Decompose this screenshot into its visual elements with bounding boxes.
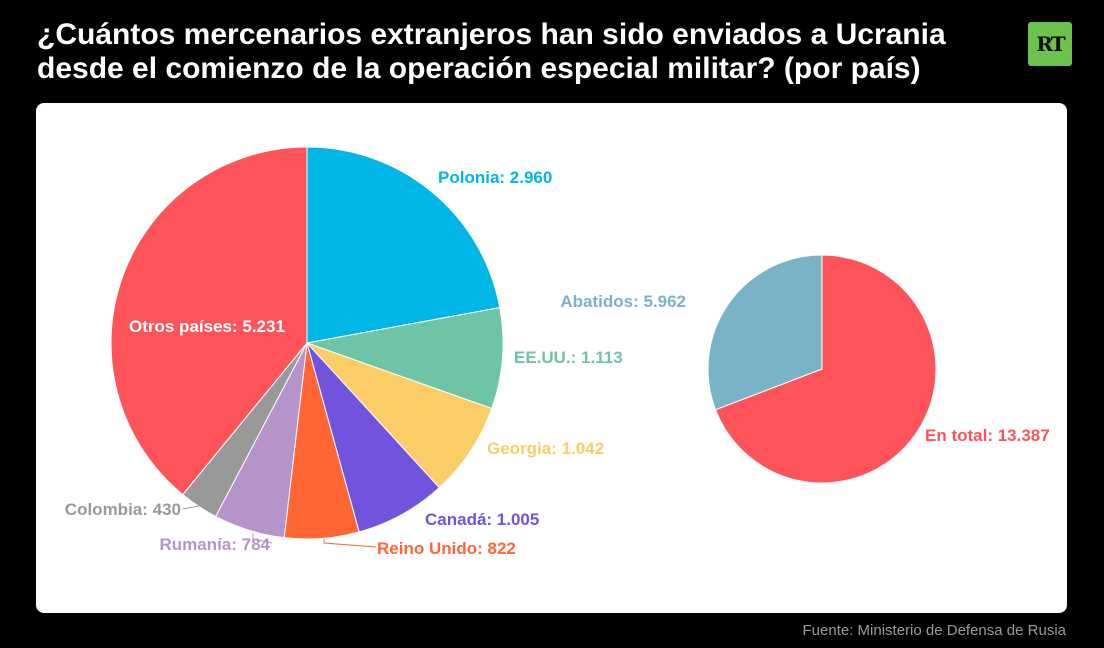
page-title: ¿Cuántos mercenarios extranjeros han sid…	[37, 18, 997, 86]
pie1-label-colombia: Colombia: 430	[65, 500, 181, 519]
rt-logo: RT	[1028, 22, 1072, 66]
pie2-slice-abatidos	[707, 254, 823, 411]
pie1-label-polonia: Polonia: 2.960	[438, 168, 552, 187]
pie2-label-abatidos: Abatidos: 5.962	[560, 292, 686, 311]
pie1-label-ee-uu-: EE.UU.: 1.113	[514, 348, 623, 367]
pie1-label-ruman-a: Rumanía: 784	[159, 535, 270, 554]
pie1-leader-4	[323, 539, 377, 548]
pie1-label-otros-pa-ses: Otros países: 5.231	[129, 317, 285, 336]
pie2-slice-en-total	[714, 254, 937, 484]
pie1-slice-polonia	[306, 146, 501, 344]
pie1-slice-otros-pa-ses	[110, 146, 308, 496]
pie-charts-svg: Polonia: 2.960 EE.UU.: 1.113 Georgia: 1.04…	[65, 146, 1050, 558]
pie2-label-en-total: En total: 13.387	[925, 426, 1050, 445]
pie1-leader-5	[252, 533, 273, 544]
pie1-label-canad-: Canadá: 1.005	[425, 510, 539, 529]
title-line-2: desde el comienzo de la operación especi…	[37, 52, 921, 85]
title-line-1: ¿Cuántos mercenarios extranjeros han sid…	[37, 18, 946, 51]
pie1-label-reino-unido: Reino Unido: 822	[377, 539, 516, 558]
pie1-leader-6	[182, 499, 205, 510]
pie1-label-georgia: Georgia: 1.042	[487, 439, 604, 458]
pie1-slice-ee-uu-	[305, 307, 504, 410]
pie1-slice-georgia	[306, 342, 493, 489]
chart-panel: Polonia: 2.960 EE.UU.: 1.113 Georgia: 1.04…	[36, 103, 1067, 613]
source-note: Fuente: Ministerio de Defensa de Rusia	[802, 622, 1066, 639]
